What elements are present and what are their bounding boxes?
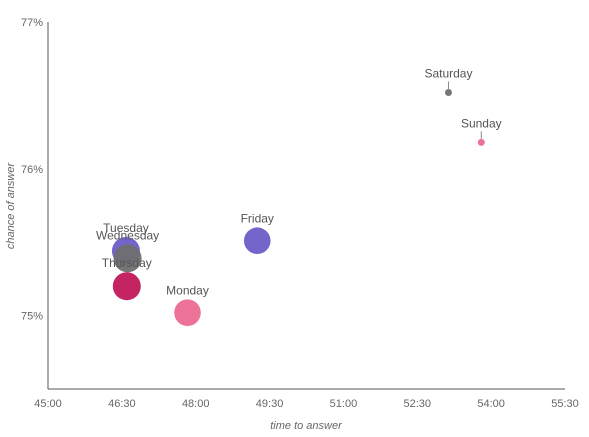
axes bbox=[47, 22, 565, 390]
data-label-sunday: Sunday bbox=[461, 116, 502, 130]
x-tick-label: 46:30 bbox=[108, 398, 136, 410]
data-point-saturday[interactable] bbox=[444, 88, 452, 96]
y-axis-title: chance of answer bbox=[5, 162, 17, 250]
data-point-friday[interactable] bbox=[243, 227, 271, 255]
x-tick-label: 54:00 bbox=[477, 398, 505, 410]
y-tick-labels: 75% 76% 77% bbox=[21, 17, 43, 323]
x-tick-label: 48:00 bbox=[182, 398, 210, 410]
x-axis-title: time to answer bbox=[270, 420, 343, 432]
data-point-wednesday[interactable] bbox=[113, 244, 142, 273]
data-label-thursday: Thursday bbox=[102, 256, 152, 270]
x-tick-label: 49:30 bbox=[256, 398, 284, 410]
y-tick-label: 77% bbox=[21, 17, 43, 29]
data-point-monday[interactable] bbox=[174, 299, 201, 326]
data-points bbox=[111, 88, 485, 326]
x-tick-labels: 45:00 46:30 48:00 49:30 51:00 52:30 54:00 55:30 bbox=[34, 398, 579, 410]
data-point-thursday[interactable] bbox=[112, 272, 141, 301]
data-label-friday: Friday bbox=[241, 211, 274, 225]
data-label-tuesday: Tuesday bbox=[103, 221, 149, 235]
data-label-monday: Monday bbox=[166, 283, 209, 297]
x-tick-label: 45:00 bbox=[34, 398, 62, 410]
y-tick-label: 76% bbox=[21, 164, 43, 176]
x-tick-label: 51:00 bbox=[330, 398, 358, 410]
data-label-saturday: Saturday bbox=[424, 66, 472, 80]
data-point-sunday[interactable] bbox=[477, 138, 485, 146]
x-tick-label: 52:30 bbox=[404, 398, 432, 410]
y-tick-label: 75% bbox=[21, 311, 43, 323]
x-tick-label: 55:30 bbox=[551, 398, 579, 410]
data-label-wednesday: Wednesday bbox=[96, 228, 159, 242]
